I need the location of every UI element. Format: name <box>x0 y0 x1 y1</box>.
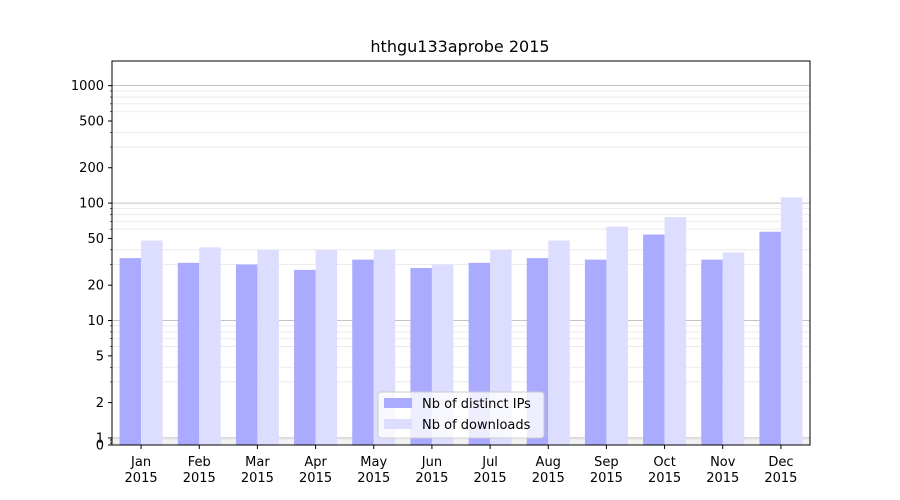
bar-distinct-ips <box>294 269 316 445</box>
legend-box <box>377 391 545 439</box>
legend: Nb of distinct IPs Nb of downloads <box>377 391 545 439</box>
bar-downloads <box>780 197 803 445</box>
axes: 01 2 5 10 20 50 100 200 500 1000 Jan 2015 Feb 2015 Mar… <box>71 60 811 486</box>
bar-downloads <box>257 249 279 445</box>
y-tick-label: 0 <box>96 439 104 454</box>
legend-label: Nb of downloads <box>422 418 531 433</box>
y-tick-label: 500 <box>79 115 104 130</box>
bar-distinct-ips <box>235 264 258 445</box>
bar-downloads <box>722 252 745 445</box>
y-tick-label: 1 <box>96 431 104 446</box>
x-tick-label: Jan 2015 <box>125 455 158 486</box>
y-tick-label: 200 <box>79 161 104 176</box>
y-tick-label: 100 <box>79 197 104 212</box>
legend-swatch <box>384 398 412 408</box>
y-tick-label: 50 <box>87 232 104 247</box>
x-tick-label: Aug 2015 <box>532 455 565 486</box>
bar-downloads <box>548 240 570 445</box>
x-tick-label: May 2015 <box>357 455 390 486</box>
x-tick-label: Mar 2015 <box>241 455 274 486</box>
y-tick-label: 5 <box>96 349 104 364</box>
bar-downloads <box>664 217 687 445</box>
bar-downloads <box>315 249 338 445</box>
x-tick-label: Jun 2015 <box>415 455 448 486</box>
x-tick-label: Dec 2015 <box>764 455 797 486</box>
y-tick-label: 10 <box>87 314 104 329</box>
bar-downloads <box>141 240 163 445</box>
grid-lines <box>112 85 810 444</box>
bar-distinct-ips <box>352 259 374 445</box>
legend-label: Nb of distinct IPs <box>422 397 531 412</box>
x-tick-label: Oct 2015 <box>648 455 681 486</box>
chart-title: hthgu133aprobe 2015 <box>370 37 549 56</box>
bar-distinct-ips <box>759 231 781 445</box>
x-tick-label: Feb 2015 <box>183 455 216 486</box>
bar-downloads <box>199 247 221 445</box>
y-tick-label: 2 <box>96 396 104 411</box>
bar-distinct-ips <box>584 259 607 445</box>
bar-distinct-ips <box>119 258 142 445</box>
bar-distinct-ips <box>701 259 723 445</box>
y-tick-label: 1000 <box>71 79 104 94</box>
x-tick-label: Nov 2015 <box>706 455 739 486</box>
bar-distinct-ips <box>643 234 665 445</box>
plot-frame <box>111 60 811 446</box>
bar-downloads <box>606 226 628 445</box>
x-tick-label: Sep 2015 <box>590 455 623 486</box>
bar-distinct-ips <box>177 262 200 445</box>
x-tick-label: Apr 2015 <box>299 455 332 486</box>
y-tick-label: 20 <box>87 279 104 294</box>
legend-swatch <box>384 419 412 429</box>
x-tick-label: Jul 2015 <box>474 455 507 486</box>
